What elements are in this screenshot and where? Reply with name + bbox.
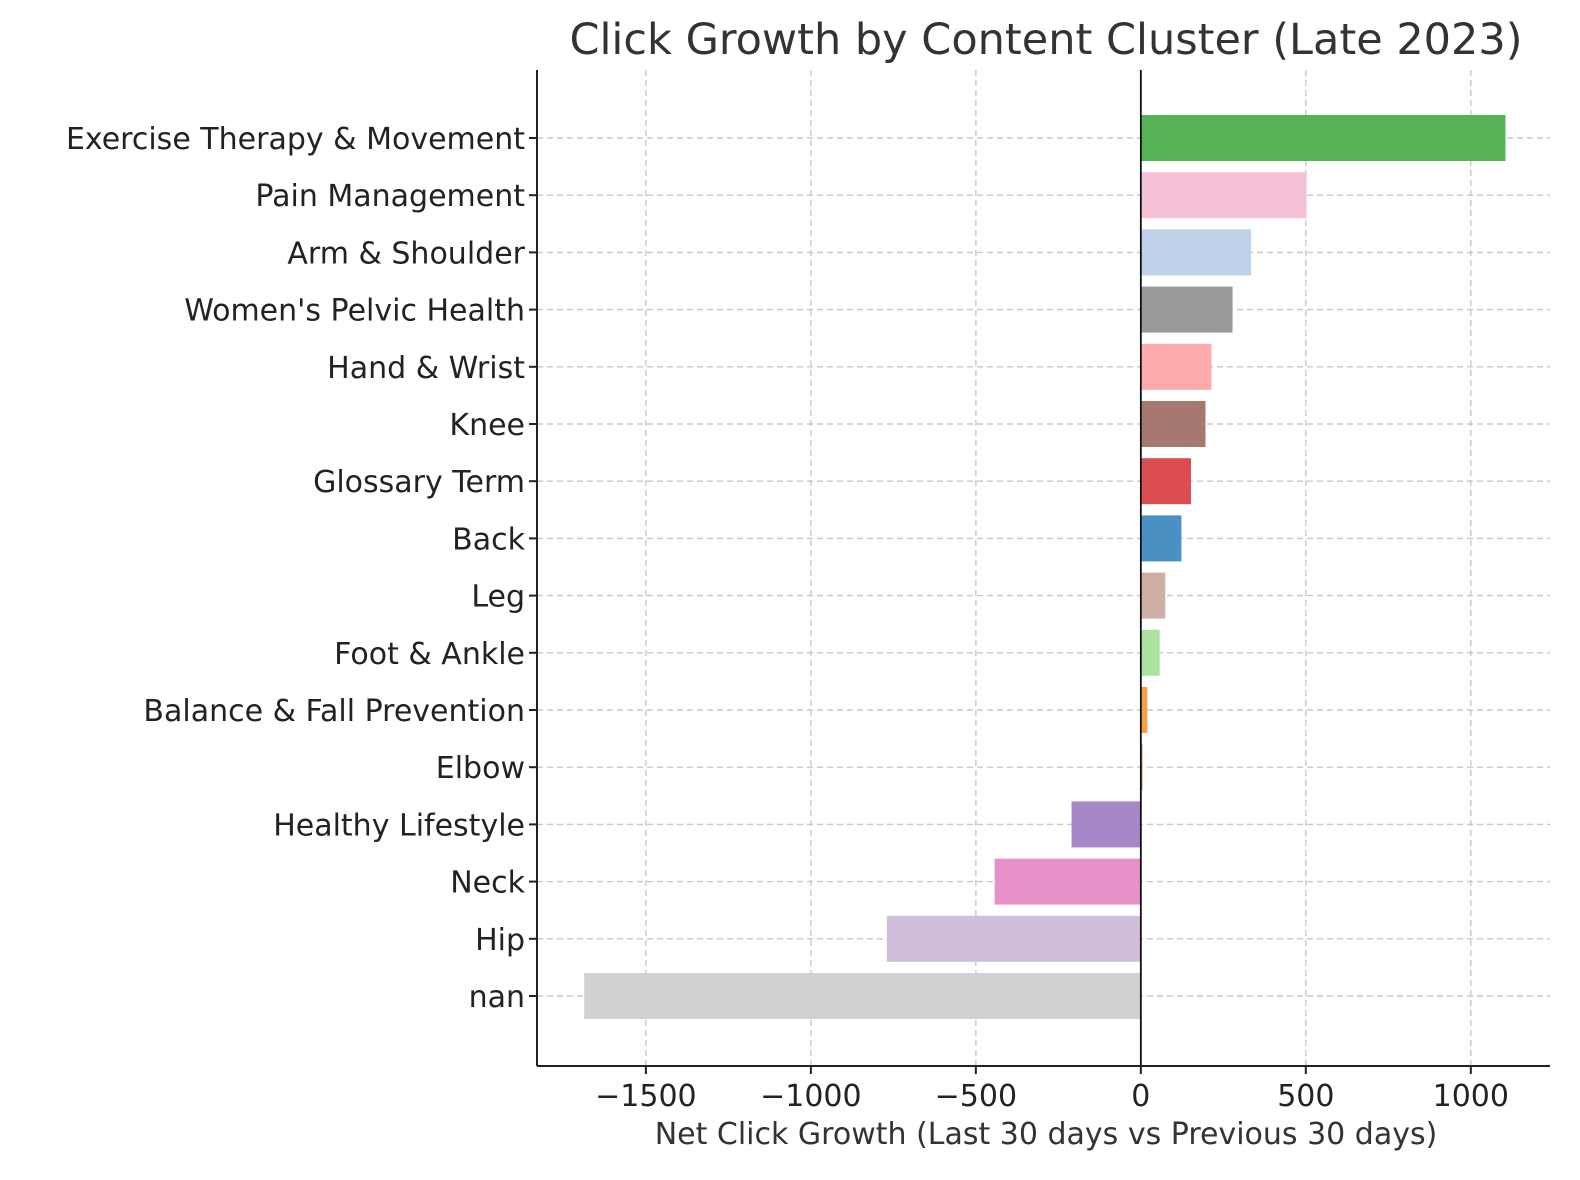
bar [994, 858, 1141, 905]
x-tick-label: −500 [935, 1079, 1017, 1114]
category-label: Healthy Lifestyle [273, 808, 525, 843]
category-label: Back [452, 522, 525, 557]
category-label: Exercise Therapy & Movement [66, 122, 525, 157]
bar [1140, 286, 1233, 333]
category-label: Women's Pelvic Health [184, 294, 525, 329]
bar [1140, 629, 1160, 676]
bar [1140, 572, 1166, 619]
category-label: Balance & Fall Prevention [143, 694, 525, 729]
category-label: Knee [449, 408, 525, 443]
category-label: Leg [471, 580, 525, 615]
bar [886, 915, 1141, 962]
x-axis-label: Net Click Growth (Last 30 days vs Previo… [655, 1117, 1438, 1152]
bar [1140, 115, 1506, 161]
bar [1140, 172, 1307, 219]
category-label: Hand & Wrist [327, 351, 525, 386]
category-label: Elbow [436, 751, 525, 786]
bar [584, 973, 1141, 1019]
bar [1140, 401, 1206, 447]
x-tick-label: 500 [1277, 1079, 1334, 1114]
category-label: Arm & Shoulder [287, 236, 525, 271]
axis-layer [529, 70, 1550, 1074]
x-tick-label: 0 [1131, 1079, 1150, 1114]
bar [1140, 458, 1191, 505]
bar [1071, 801, 1141, 848]
bar-layer [584, 115, 1506, 1019]
category-label: Foot & Ankle [334, 637, 525, 672]
bar [1140, 687, 1148, 733]
category-label: Neck [450, 866, 525, 901]
label-layer: −1500 −1000 −500 0 500 1000 Exercise Therapy &… [66, 122, 1509, 1114]
chart-title: Click Growth by Content Cluster (Late 20… [569, 15, 1522, 65]
category-label: Pain Management [255, 179, 525, 214]
bar [1140, 515, 1182, 562]
x-tick-label: −1000 [760, 1079, 861, 1114]
bar [1140, 229, 1252, 276]
category-label: Hip [475, 923, 525, 958]
category-label: nan [469, 980, 525, 1015]
category-label: Glossary Term [313, 465, 525, 500]
x-tick-label: −1500 [595, 1079, 696, 1114]
bar [1140, 343, 1212, 390]
x-tick-label: 1000 [1433, 1079, 1509, 1114]
